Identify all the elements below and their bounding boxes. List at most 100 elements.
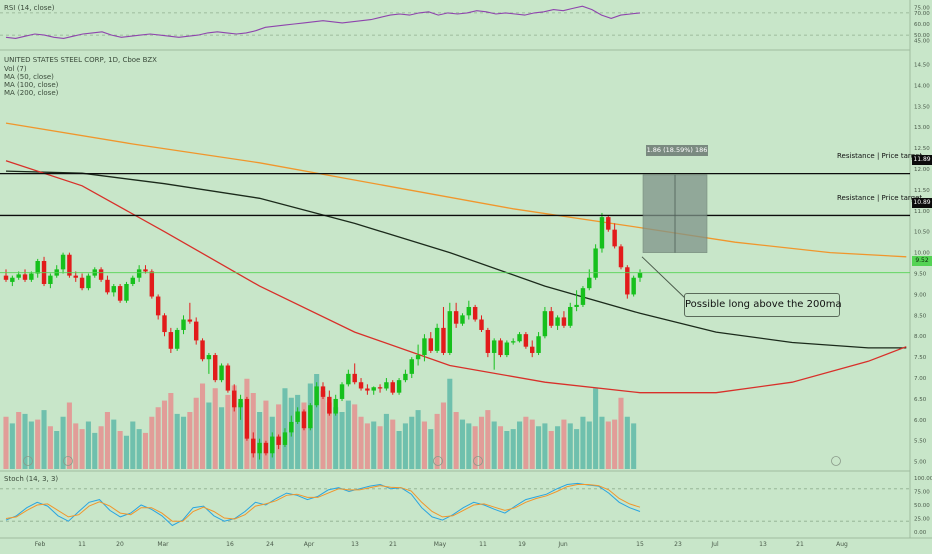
indicator-ma100: MA (100, close) [4,81,59,89]
candle-body [73,275,78,278]
candle-body [193,321,199,341]
candle-body [308,405,313,429]
volume-bar [28,421,34,469]
volume-bar [415,410,421,469]
x-axis-label: 13 [759,541,767,548]
volume-bar [238,402,244,469]
price-tick-label: 14.50 [914,63,930,69]
volume-bar [574,429,580,469]
x-axis-label: 20 [116,541,124,548]
candle-body [536,336,541,353]
annotation-callout[interactable]: Possible long above the 200ma [684,293,842,317]
volume-bar [358,416,364,469]
candle-body [568,306,573,326]
candle-body [555,317,560,326]
candle-body [206,355,212,360]
candle-body [301,411,307,429]
volume-bar [231,385,237,469]
volume-bar [111,419,117,469]
candle-body [320,386,326,397]
price-tick-label: 8.50 [914,313,927,319]
candle-body [491,340,497,353]
x-axis-label: Jun [557,541,568,548]
candle-body [510,341,516,343]
candle-body [213,355,218,381]
indicator-ma50: MA (50, close) [4,73,54,81]
rsi-tick-label: 60.00 [914,22,930,28]
stoch-tick-label: 100.00 [914,476,932,482]
ma200-line [5,122,907,258]
volume-bar [536,426,542,469]
candle-body [498,340,503,356]
volume-bar [485,410,491,469]
x-axis-label: Aug [836,541,848,548]
event-marker-icon [473,456,483,466]
volume-bar [161,400,168,469]
candle-body [16,274,21,278]
volume-bar [612,419,618,469]
candle-body [523,334,529,347]
volume-bar [345,400,351,469]
candle-body [625,267,630,295]
indicator-ma200: MA (200, close) [4,89,59,97]
candle-body [327,396,332,414]
candle-body [377,387,383,389]
candle-body [485,329,491,353]
price-tick-label: 10.00 [914,251,930,257]
volume-bar [117,431,123,469]
candle-body [35,261,40,274]
volume-bar [66,402,72,469]
volume-bar [339,412,345,469]
candle-body [48,275,53,284]
volume-bar [472,426,478,469]
price-tick-label: 13.00 [914,125,930,131]
volume-bar [123,435,129,469]
candle-body [618,246,624,268]
candle-body [549,311,554,326]
volume-bar [142,432,149,469]
annotation-pointer [641,256,687,300]
price-tick-label: 7.00 [914,376,927,382]
x-axis-label: 24 [266,541,274,548]
x-axis-label: Apr [304,541,315,548]
candle-body [29,273,34,280]
candle-body [200,340,205,360]
rsi-tick-label: 70.00 [914,11,930,17]
candle-body [371,387,376,391]
candle-body [143,269,148,272]
rsi-line [5,5,641,39]
candle-body [238,398,243,408]
candle-body [637,272,643,278]
x-axis-label: 15 [636,541,644,548]
candle-body [244,398,250,439]
price-tick-label: 10.50 [914,230,930,236]
candle-body [403,373,408,381]
candle-body [10,277,15,282]
candle-body [422,338,427,356]
candle-body [219,365,224,381]
candle-body [263,442,269,454]
volume-bar [136,429,142,469]
price-tick-label: 8.00 [914,334,927,340]
candle-body [504,342,510,356]
volume-bar [320,391,326,469]
price-tick-label: 5.50 [914,439,927,445]
rsi-tick-label: 45.00 [914,39,930,45]
volume-bar [377,426,383,469]
price-badge-last: 9.52 [912,256,932,266]
candle-body [117,286,123,301]
volume-bar [85,421,91,469]
candle-body [466,306,472,316]
volume-bar [491,421,497,469]
volume-bar [555,426,561,469]
volume-bar [548,431,554,469]
candle-body [453,311,459,324]
rsi-tick-label: 50.00 [914,33,930,39]
volume-bar [9,423,15,469]
volume-bar [390,419,396,469]
volume-bar [104,412,110,469]
volume-bar [155,407,161,469]
candle-body [155,296,161,316]
